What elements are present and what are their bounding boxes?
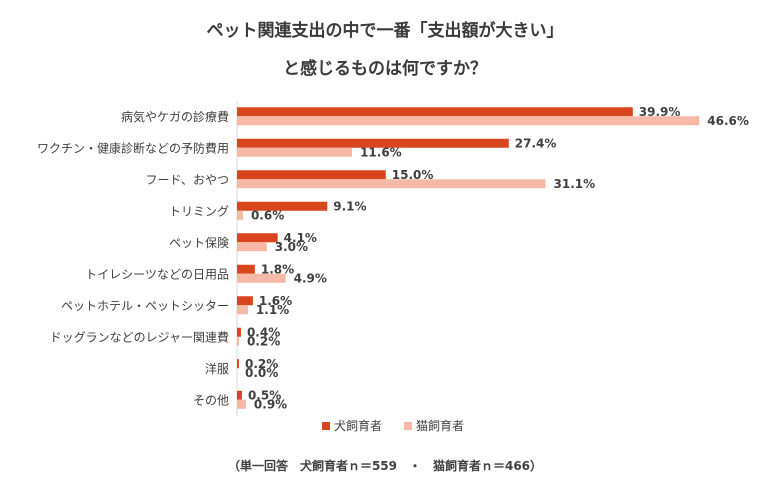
bar-cat [237, 273, 286, 283]
data-label-dog: 1.8% [261, 262, 294, 276]
category-label: トリミング [169, 204, 229, 218]
data-label-cat: 3.0% [275, 240, 308, 254]
chart-title-line-2: と感じるものは何ですか？ [283, 59, 487, 79]
data-label-cat: 46.6% [707, 114, 749, 128]
bar-dog [237, 359, 239, 369]
bar-dog [237, 170, 386, 180]
category-label: その他 [193, 393, 229, 407]
data-label-cat: 31.1% [554, 177, 596, 191]
bar-dog [237, 296, 253, 306]
category-label: フード、おやつ [145, 173, 229, 187]
bar-cat [237, 242, 267, 252]
data-label-dog: 27.4% [515, 136, 557, 150]
data-label-cat: 11.6% [360, 145, 402, 159]
data-label-dog: 15.0% [392, 168, 434, 182]
data-label-cat: 0.2% [247, 334, 280, 348]
category-label: ペット保険 [169, 236, 229, 250]
legend-label-dog: 犬飼育者 [334, 419, 383, 433]
bar-dog [237, 107, 633, 117]
bar-cat [237, 147, 353, 157]
legend-label-cat: 猫飼育者 [416, 419, 465, 433]
category-label: ワクチン・健康診断などの予防費用 [37, 140, 229, 155]
data-label-cat: 0.6% [251, 208, 284, 222]
data-label-cat: 0.9% [254, 397, 287, 411]
bar-dog [237, 233, 278, 243]
bar-dog [237, 201, 328, 211]
bar-dog [237, 390, 242, 400]
sample-size-note: （単一回答 犬飼育者ｎ＝559 ・ 猫飼育者ｎ＝466） [227, 459, 543, 473]
category-label: 病気やケガの診療費 [121, 109, 229, 124]
legend-item-cat: 猫飼育者 [404, 417, 464, 434]
data-label-dog: 39.9% [639, 105, 681, 119]
category-label: ドッグランなどのレジャー関連費 [50, 329, 229, 344]
bar-cat [237, 210, 243, 220]
data-label-dog: 1.6% [259, 294, 292, 308]
bar-cat [237, 399, 246, 409]
data-label-cat: 0.0% [245, 366, 278, 380]
bar-dog [237, 138, 509, 148]
bar-cat [237, 179, 546, 189]
category-label: トイレシーツなどの日用品 [85, 267, 229, 281]
legend-swatch-dog [322, 421, 330, 430]
bar-cat [237, 305, 248, 315]
data-label-cat: 1.1% [256, 303, 289, 317]
chart-title-line-1: ペット関連支出の中で一番「支出額が大きい」 [206, 21, 564, 41]
bar-cat [237, 116, 700, 126]
legend-item-dog: 犬飼育者 [322, 417, 382, 434]
legend: 犬飼育者 猫飼育者 [322, 417, 464, 434]
category-label: 洋服 [205, 361, 229, 376]
data-label-dog: 9.1% [333, 199, 366, 213]
bar-dog [237, 264, 255, 274]
bar-cat [237, 336, 239, 346]
category-label: ペットホテル・ペットシッター [61, 299, 229, 313]
data-label-dog: 0.5% [248, 388, 281, 402]
data-label-dog: 4.1% [284, 231, 317, 245]
legend-swatch-cat [404, 421, 413, 430]
bar-dog [237, 327, 241, 337]
data-label-dog: 0.2% [245, 357, 278, 371]
data-label-cat: 4.9% [294, 271, 327, 285]
data-label-dog: 0.4% [247, 325, 280, 339]
